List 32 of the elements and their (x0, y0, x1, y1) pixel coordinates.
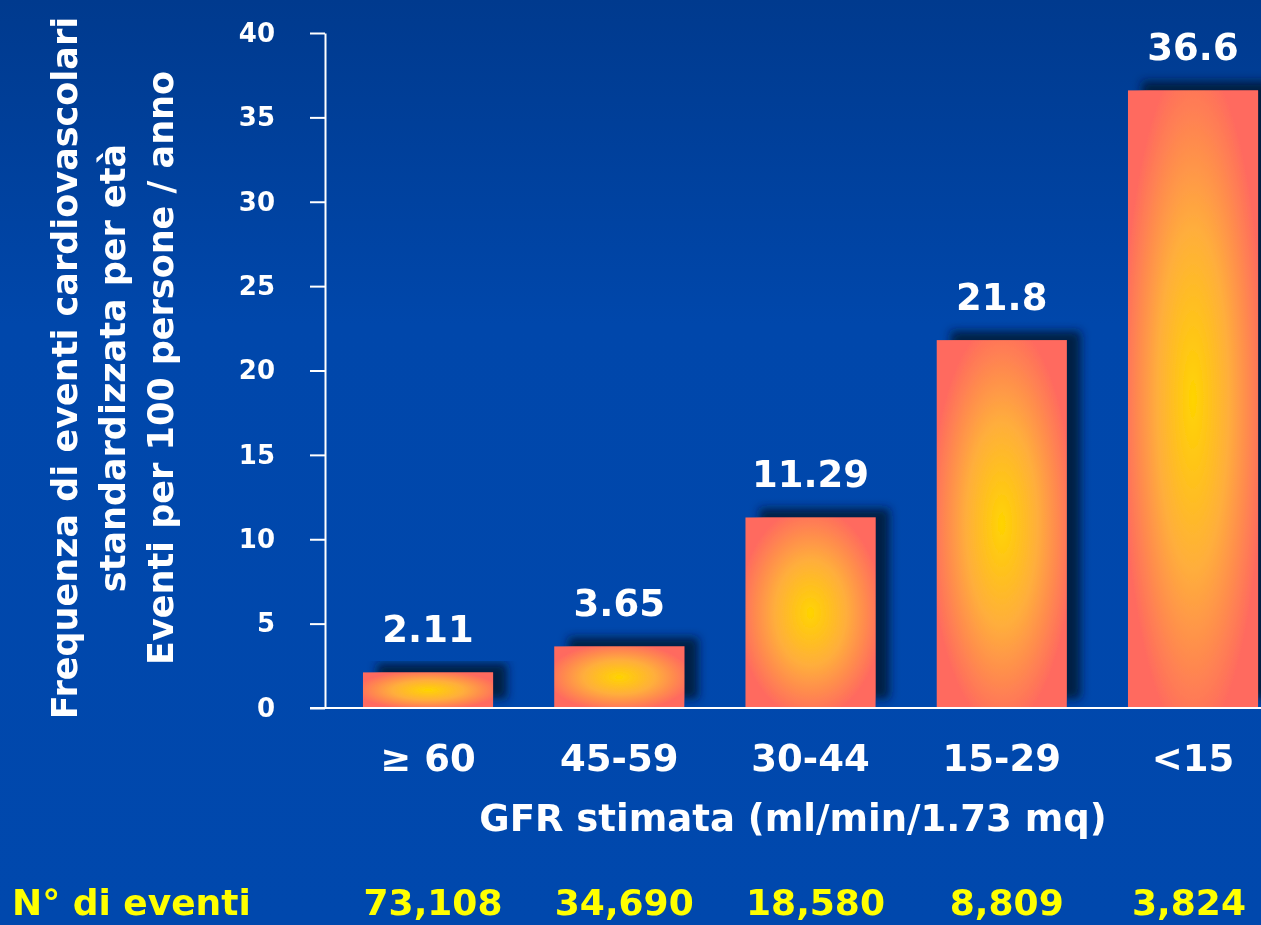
x-tick-label: <15 (1151, 737, 1235, 780)
text: 73,108 (363, 882, 503, 923)
data-label: 2.11 (382, 608, 474, 652)
data-label: 11.29 (751, 453, 870, 497)
data-label: 3.65 (573, 582, 665, 626)
y-tick-label: 10 (238, 524, 275, 555)
y-tick-label: 15 (238, 439, 275, 470)
data-label: 21.8 (956, 276, 1048, 320)
text: 8,809 (949, 882, 1064, 923)
data-label: 36.6 (1147, 26, 1239, 70)
text: 3,824 (1132, 882, 1246, 923)
y-tick-label: 20 (238, 355, 275, 386)
x-tick-label: 15-29 (942, 737, 1061, 780)
y-tick-label: 0 (256, 692, 275, 723)
y-tick-label: 40 (238, 17, 275, 48)
bar (936, 340, 1067, 708)
bar (1127, 90, 1259, 708)
y-axis-title: Frequenza di eventi cardiovascolari standardizzata per età Eventi per 100 persone / anno (45, 16, 181, 720)
text: 34,690 (554, 882, 694, 923)
x-tick-label: ≥ 60 (380, 737, 476, 780)
y-tick-label: 25 (238, 270, 275, 301)
bar (745, 517, 876, 708)
x-tick-label: 30-44 (751, 737, 870, 780)
bar (554, 646, 685, 708)
bar (362, 672, 494, 708)
y-tick-label: 30 (238, 186, 275, 217)
text: N° di eventi (12, 882, 251, 923)
x-axis-title: GFR stimata (ml/min/1.73 mq) (479, 797, 1107, 840)
x-tick-label: 45-59 (560, 737, 679, 780)
y-tick-label: 35 (238, 102, 275, 133)
text: 18,580 (746, 882, 885, 923)
y-tick-label: 5 (256, 608, 275, 639)
